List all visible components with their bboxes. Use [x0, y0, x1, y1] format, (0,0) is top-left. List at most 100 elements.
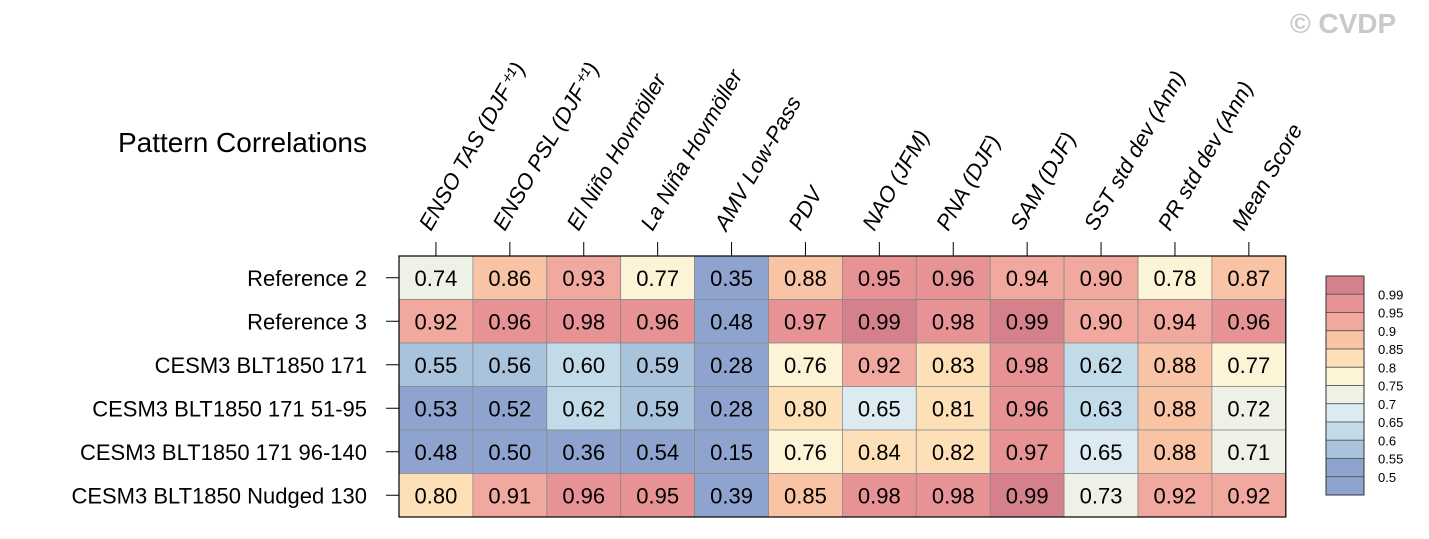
cell-value-label: 0.88	[784, 266, 827, 291]
heatmap-cell	[1137, 342, 1213, 387]
cell-value-label: 0.94	[1154, 309, 1197, 334]
cell-value-label: 0.28	[710, 396, 753, 421]
heatmap-cell	[1211, 255, 1287, 300]
heatmap-cell	[694, 429, 769, 474]
heatmap-cell	[768, 342, 843, 387]
cell-value-label: 0.99	[1006, 483, 1049, 508]
heatmap-cell	[620, 386, 696, 431]
heatmap-cell	[915, 342, 991, 387]
row-label: CESM3 BLT1850 171 51-95	[92, 396, 367, 421]
cell-value-label: 0.96	[1006, 396, 1049, 421]
column-label: PDV	[783, 181, 828, 235]
cell-value-label: 0.36	[562, 440, 605, 465]
heatmap-cell	[1137, 255, 1213, 300]
cell-value-label: 0.88	[1154, 353, 1197, 378]
cell-value-label: 0.76	[784, 353, 827, 378]
colorbar-swatch	[1325, 330, 1365, 350]
colorbar: 0.99 0.95 0.9 0.85 0.8 0.75 0.7 0.65 0.6 0.55 0.5	[1325, 275, 1403, 496]
heatmap-cell	[842, 386, 917, 431]
watermark: © CVDP	[1290, 8, 1397, 39]
colorbar-tick-label: 0.6	[1378, 433, 1396, 448]
cell-value-label: 0.15	[710, 440, 753, 465]
colorbar-tick-label: 0.5	[1378, 470, 1396, 485]
cell-value-label: 0.48	[415, 440, 458, 465]
colorbar-swatch	[1325, 275, 1365, 295]
cell-value-label: 0.99	[1006, 309, 1049, 334]
heatmap-cell	[620, 342, 696, 387]
heatmap-cell	[472, 429, 548, 474]
heatmap-cell	[398, 473, 474, 518]
cell-value-label: 0.95	[858, 266, 901, 291]
cell-value-label: 0.90	[1080, 309, 1123, 334]
heatmap-cell	[768, 255, 843, 300]
colorbar-tick-label: 0.75	[1378, 379, 1403, 394]
cell-value-label: 0.81	[932, 396, 975, 421]
heatmap-cell	[620, 429, 696, 474]
column-label: SAM (DJF)	[1005, 128, 1081, 235]
colorbar-swatch	[1325, 439, 1365, 459]
cell-value-label: 0.98	[932, 483, 975, 508]
cell-value-label: 0.98	[1006, 353, 1049, 378]
colorbar-tick-label: 0.9	[1378, 324, 1396, 339]
heatmap-cell	[694, 299, 769, 344]
cell-value-label: 0.80	[415, 483, 458, 508]
cell-value-label: 0.96	[932, 266, 975, 291]
cell-value-label: 0.65	[858, 396, 901, 421]
cell-value-label: 0.97	[784, 309, 827, 334]
cell-value-label: 0.88	[1154, 440, 1197, 465]
cell-value-label: 0.54	[636, 440, 679, 465]
tick-group	[386, 242, 1250, 496]
row-label: CESM3 BLT1850 171	[155, 353, 367, 378]
heatmap-cell	[620, 473, 696, 518]
colorbar-tick-label: 0.8	[1378, 360, 1396, 375]
heatmap-cell	[842, 342, 917, 387]
heatmap-cell	[768, 299, 843, 344]
cell-value-label: 0.92	[1154, 483, 1197, 508]
colorbar-tick-label: 0.55	[1378, 452, 1403, 467]
colorbar-tick-label: 0.95	[1378, 306, 1403, 321]
heatmap-cell	[1211, 473, 1287, 518]
cell-value-label: 0.92	[858, 353, 901, 378]
colorbar-swatch	[1325, 403, 1365, 423]
cell-value-label: 0.76	[784, 440, 827, 465]
cell-value-label: 0.93	[562, 266, 605, 291]
heatmap-cell	[1137, 386, 1213, 431]
cell-value-label: 0.96	[562, 483, 605, 508]
cell-value-label: 0.53	[415, 396, 458, 421]
cell-value-label: 0.84	[858, 440, 901, 465]
heatmap-cell	[694, 386, 769, 431]
colorbar-swatch	[1325, 366, 1365, 386]
heatmap-cell	[1211, 299, 1287, 344]
colorbar-tick-label: 0.7	[1378, 397, 1396, 412]
row-label: Reference 3	[247, 309, 367, 334]
colorbar-swatch	[1325, 458, 1365, 478]
cell-value-label: 0.73	[1080, 483, 1123, 508]
colorbar-swatch	[1325, 293, 1365, 313]
heatmap-cell	[989, 429, 1065, 474]
heatmap-cell	[842, 255, 917, 300]
colorbar-border	[1325, 275, 1365, 496]
colorbar-swatch	[1325, 476, 1365, 496]
heatmap-cell	[1063, 255, 1139, 300]
cell-value-label: 0.50	[488, 440, 531, 465]
cell-value-label: 0.95	[636, 483, 679, 508]
cell-value-label: 0.97	[1006, 440, 1049, 465]
cell-value-label: 0.62	[1080, 353, 1123, 378]
cell-value-label: 0.35	[710, 266, 753, 291]
cell-value-label: 0.85	[784, 483, 827, 508]
heatmap-cell	[768, 473, 843, 518]
cell-value-label: 0.98	[932, 309, 975, 334]
colorbar-swatch	[1325, 348, 1365, 368]
cell-value-label: 0.65	[1080, 440, 1123, 465]
cell-value-label: 0.48	[710, 309, 753, 334]
heatmap-cell	[472, 386, 548, 431]
cell-value-label: 0.59	[636, 353, 679, 378]
heatmap-cell	[546, 429, 622, 474]
cell-value-label: 0.80	[784, 396, 827, 421]
cell-value-label: 0.59	[636, 396, 679, 421]
heatmap-cell	[546, 473, 622, 518]
colorbar-tick-label: 0.99	[1378, 287, 1403, 302]
row-label: CESM3 BLT1850 Nudged 130	[71, 483, 367, 508]
cell-value-label: 0.63	[1080, 396, 1123, 421]
